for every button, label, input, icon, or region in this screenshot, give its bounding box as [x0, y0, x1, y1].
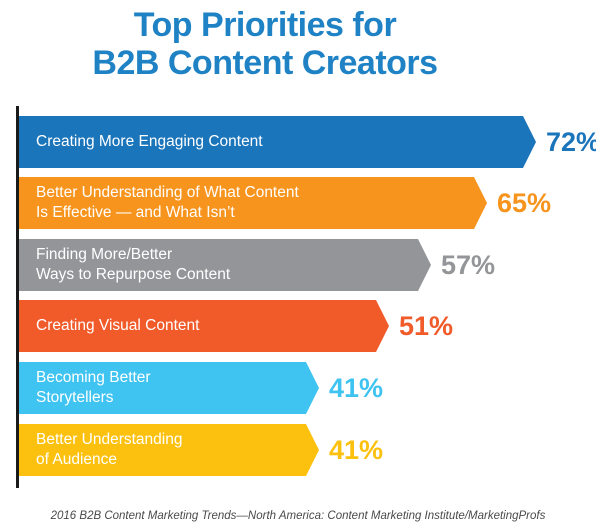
bar-category-label-line: of Audience — [36, 451, 118, 468]
category-axis-line — [16, 106, 19, 488]
bar-category-label-line: Better Understanding — [36, 431, 183, 449]
bar — [19, 239, 431, 291]
bar-category-label: Better Understanding of Audience — [16, 424, 182, 476]
source-note: 2016 B2B Content Marketing Trends—North … — [50, 510, 546, 522]
bar-row: Creating Visual Content 51% — [0, 300, 596, 352]
bar-value-label: 41% — [329, 434, 384, 465]
bar-category-label: Better Understanding of What Content Is E… — [16, 177, 299, 229]
chart-title-line-1: Top Priorities for — [133, 6, 397, 44]
bar-row: Finding More/Better Ways to Repurpose Con… — [0, 239, 596, 291]
bar-value-label: 41% — [329, 372, 384, 403]
bar-category-label-line: Becoming Better — [36, 369, 151, 387]
bar-value-label: 72% — [546, 126, 596, 157]
bar-category-label-line: Finding More/Better — [36, 246, 173, 264]
bar-category-label: Finding More/Better Ways to Repurpose Con… — [16, 239, 230, 291]
bar-category-label: Creating More Engaging Content — [16, 116, 263, 168]
bar — [19, 116, 536, 168]
chart-title-line-2: B2B Content Creators — [92, 44, 438, 82]
bar-category-label-line: Is Effective — and What Isn’t — [36, 204, 235, 221]
bar — [19, 362, 319, 414]
bar-value-label: 51% — [399, 310, 454, 341]
bar — [19, 177, 487, 229]
bar — [19, 300, 389, 352]
bar-category-label-line: Ways to Repurpose Content — [36, 266, 231, 283]
bar-category-label-line: Creating More Engaging Content — [36, 133, 263, 151]
bar-row: Better Understanding of Audience 41% — [0, 424, 596, 476]
bar-category-label: Creating Visual Content — [16, 300, 199, 352]
bar-category-label-line: Storytellers — [36, 389, 114, 406]
bar-value-label: 57% — [441, 249, 496, 280]
bar-category-label-line: Better Understanding of What Content — [36, 184, 299, 202]
bar-row: Creating More Engaging Content 72% — [0, 116, 596, 168]
bar-category-label: Becoming Better Storytellers — [16, 362, 151, 414]
bar-row: Better Understanding of What Content Is E… — [0, 177, 596, 229]
bar-row: Becoming Better Storytellers 41% — [0, 362, 596, 414]
bar-value-label: 65% — [497, 187, 552, 218]
bar — [19, 424, 319, 476]
bar-category-label-line: Creating Visual Content — [36, 317, 200, 335]
